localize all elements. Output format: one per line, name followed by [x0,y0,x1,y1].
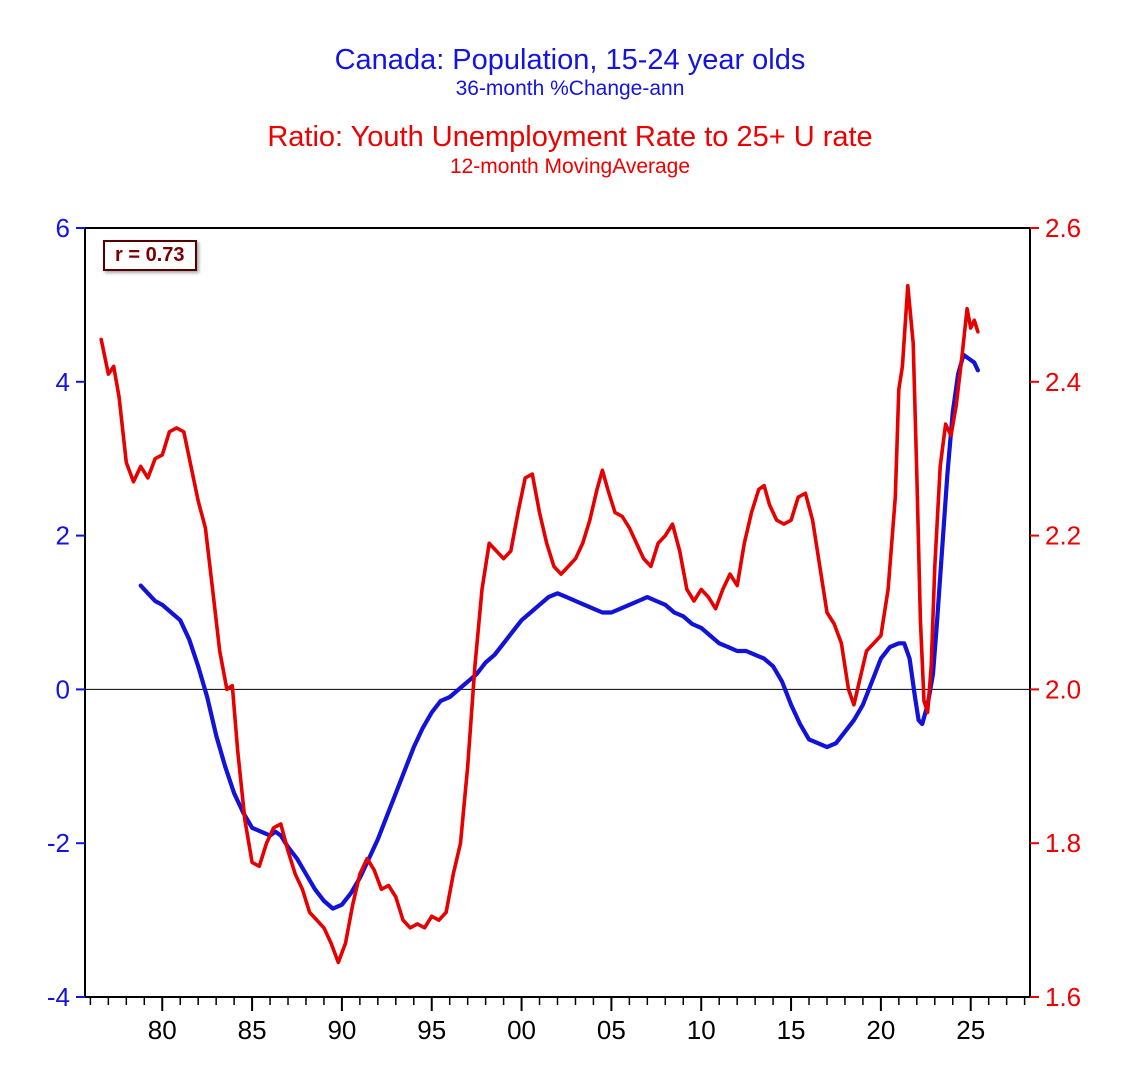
correlation-annotation-text: r = 0.73 [115,244,185,266]
x-axis-tick-label: 15 [777,1015,806,1045]
x-axis-tick-label: 95 [417,1015,446,1045]
plot-frame [84,227,1031,998]
right-axis-tick-label: 1.6 [1045,982,1081,1012]
right-axis-tick-label: 2.6 [1045,213,1081,243]
right-axis-tick-label: 2.4 [1045,367,1081,397]
right-axis-tick-label: 2.2 [1045,521,1081,551]
left-axis-tick-label: 6 [56,213,70,243]
right-axis-tick-label: 1.8 [1045,828,1081,858]
chart-title-secondary-sub: 12-month MovingAverage [449,154,691,178]
left-axis-tick-label: 2 [56,521,70,551]
right-axis-tick-label: 2.0 [1045,674,1081,704]
left-axis-tick-label: 0 [56,674,70,704]
chart-title-primary: Canada: Population, 15-24 year olds [334,44,806,76]
x-axis-tick-label: 05 [597,1015,626,1045]
x-axis-tick-label: 90 [327,1015,356,1045]
left-axis-tick-label: -4 [47,982,70,1012]
chart-title-block: Canada: Population, 15-24 year olds 36-m… [0,44,1140,179]
x-axis-tick-label: 80 [148,1015,177,1045]
left-axis-tick-label: -2 [47,828,70,858]
correlation-annotation: r = 0.73 [103,240,197,271]
series-youth-unemployment-ratio [99,283,980,965]
x-axis-tick-label: 20 [866,1015,895,1045]
x-axis-tick-label: 00 [507,1015,536,1045]
title-spacer [0,101,1140,121]
x-axis-tick-label: 25 [956,1015,985,1045]
chart-title-secondary: Ratio: Youth Unemployment Rate to 25+ U … [267,121,873,154]
x-axis-tick-label: 10 [687,1015,716,1045]
x-axis-tick-label: 85 [238,1015,267,1045]
series-population-15-24-pct-change [138,352,981,911]
left-axis-tick-label: 4 [56,367,70,397]
chart-title-primary-sub: 36-month %Change-ann [455,77,685,101]
